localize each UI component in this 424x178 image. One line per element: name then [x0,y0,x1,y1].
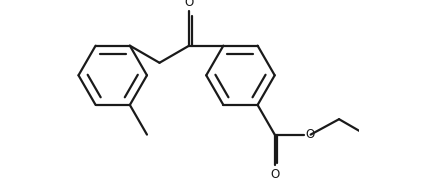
Text: O: O [270,168,279,178]
Text: O: O [306,128,315,141]
Text: O: O [184,0,194,9]
